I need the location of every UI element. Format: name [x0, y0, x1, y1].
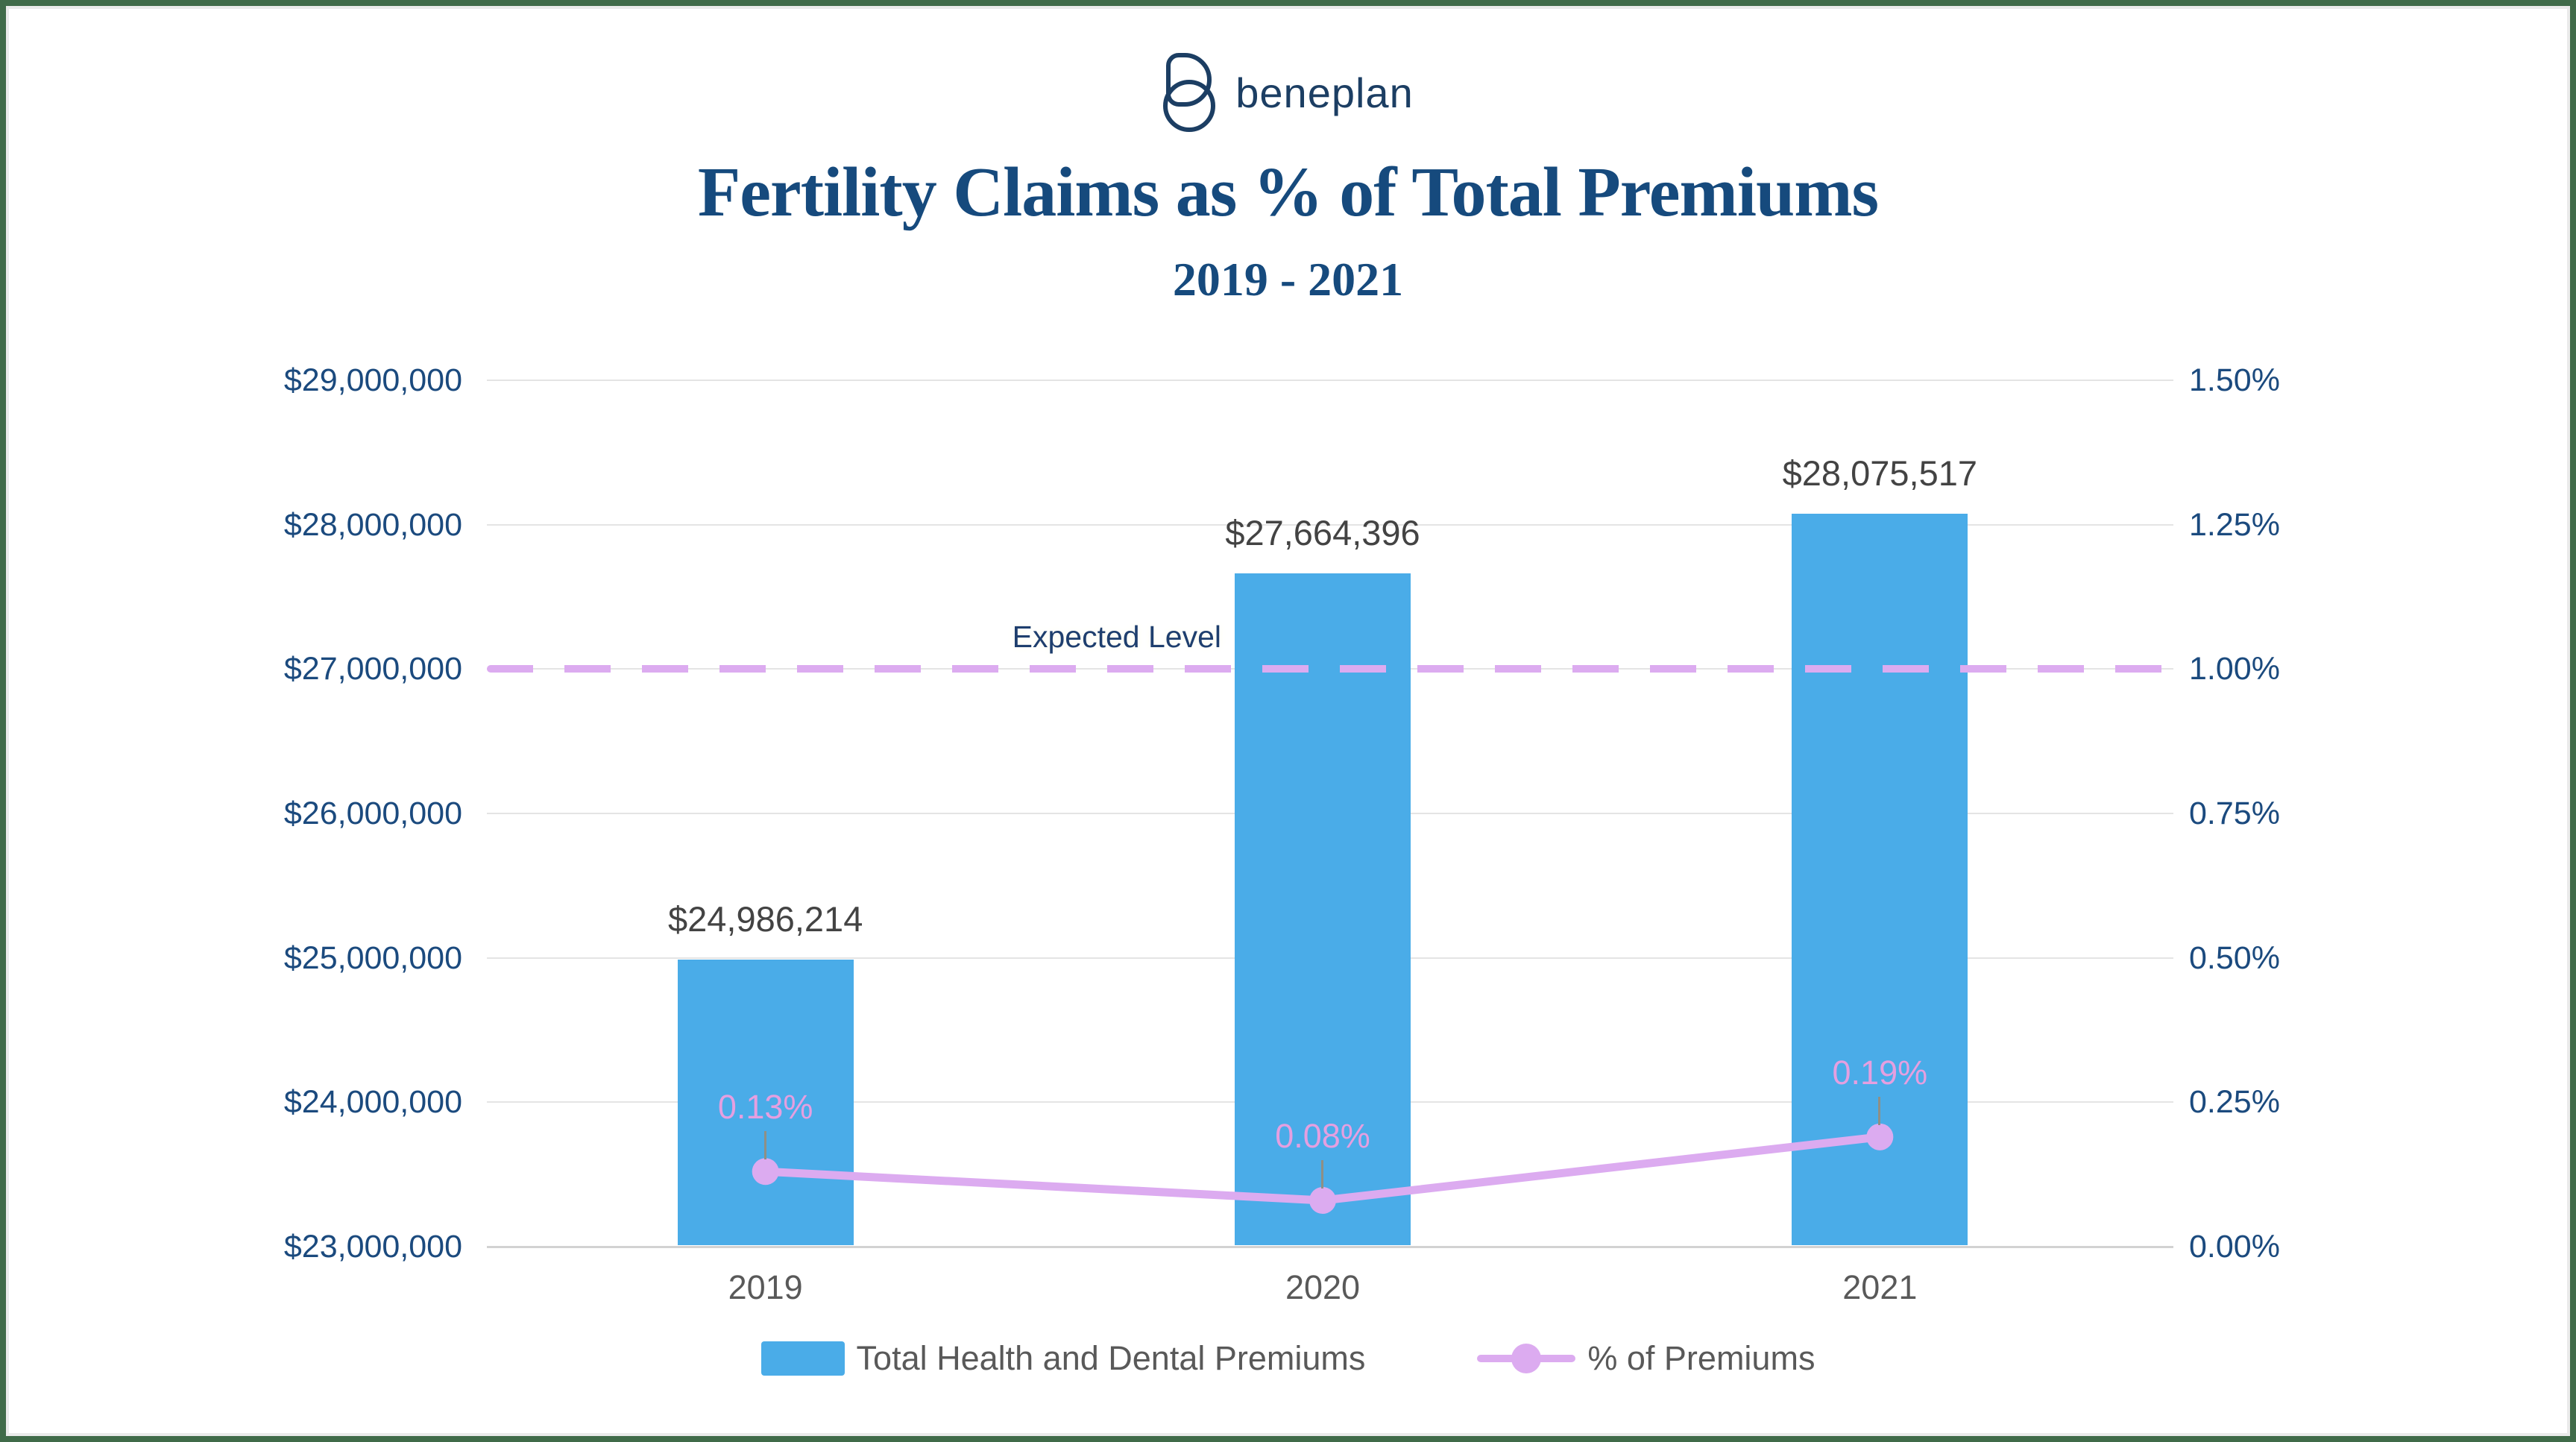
y-axis-left-tick: $23,000,000: [283, 1229, 462, 1265]
point-label-leader: [763, 1131, 766, 1160]
y-axis-left-tick: $28,000,000: [283, 506, 462, 543]
legend-label: % of Premiums: [1587, 1339, 1816, 1377]
gridline: [487, 380, 2173, 381]
legend-bar-swatch-icon: [760, 1341, 845, 1376]
x-axis-label-2019: 2019: [728, 1268, 803, 1306]
x-axis-label-2021: 2021: [1842, 1268, 1918, 1306]
line-point-2020[interactable]: [1309, 1187, 1336, 1215]
legend-dot-icon: [1511, 1344, 1542, 1373]
line-point-2021[interactable]: [1866, 1123, 1894, 1150]
x-axis-label-2020: 2020: [1285, 1268, 1361, 1306]
gridline: [487, 523, 2173, 526]
y-axis-right-tick: 0.75%: [2189, 796, 2280, 831]
bar-value-label: $27,664,396: [1225, 512, 1420, 552]
y-axis-left-tick: $27,000,000: [283, 651, 462, 687]
brand-logo: beneplan: [6, 52, 2570, 133]
y-axis-left-tick: $24,000,000: [283, 1084, 462, 1121]
line-point-label: 0.19%: [1832, 1053, 1928, 1092]
y-axis-left-tick: $29,000,000: [283, 362, 462, 398]
expected-level-label: Expected Level: [1012, 620, 1221, 655]
y-axis-left-tick: $25,000,000: [283, 939, 462, 976]
beneplan-logo-icon: [1163, 53, 1216, 132]
line-point-2019[interactable]: [752, 1158, 779, 1186]
line-point-label: 0.08%: [1275, 1117, 1370, 1156]
legend-label: Total Health and Dental Premiums: [856, 1339, 1366, 1377]
percent-of-premiums-line: [752, 1123, 1894, 1215]
gridline: [487, 1246, 2173, 1248]
y-axis-right-tick: 1.50%: [2189, 362, 2280, 398]
line-point-label: 0.13%: [717, 1088, 813, 1127]
bar-2020[interactable]: [1235, 573, 1411, 1245]
point-label-leader: [1321, 1160, 1323, 1189]
legend-item-line[interactable]: % of Premiums: [1477, 1339, 1815, 1378]
bar-2019[interactable]: [677, 960, 854, 1245]
legend-item-bars[interactable]: Total Health and Dental Premiums: [760, 1339, 1366, 1378]
legend-line-dot-icon: [1477, 1344, 1576, 1373]
brand-name: beneplan: [1235, 69, 1414, 116]
y-axis-right-tick: 0.00%: [2189, 1229, 2280, 1265]
point-label-leader: [1878, 1096, 1881, 1125]
chart-subtitle: 2019 - 2021: [1172, 253, 1404, 306]
chart-title: Fertility Claims as % of Total Premiums: [697, 154, 1879, 231]
expected-level-dashed-line: [487, 665, 2177, 673]
bar-value-label: $28,075,517: [1782, 453, 1978, 494]
legend: Total Health and Dental Premiums % of Pre…: [6, 1339, 2570, 1378]
y-axis-right-tick: 1.25%: [2189, 506, 2280, 543]
bar-value-label: $24,986,214: [667, 899, 863, 939]
y-axis-right-tick: 1.00%: [2189, 651, 2280, 687]
y-axis-right-tick: 0.50%: [2189, 939, 2280, 976]
y-axis-right-tick: 0.25%: [2189, 1084, 2280, 1121]
y-axis-left-tick: $26,000,000: [283, 796, 462, 831]
